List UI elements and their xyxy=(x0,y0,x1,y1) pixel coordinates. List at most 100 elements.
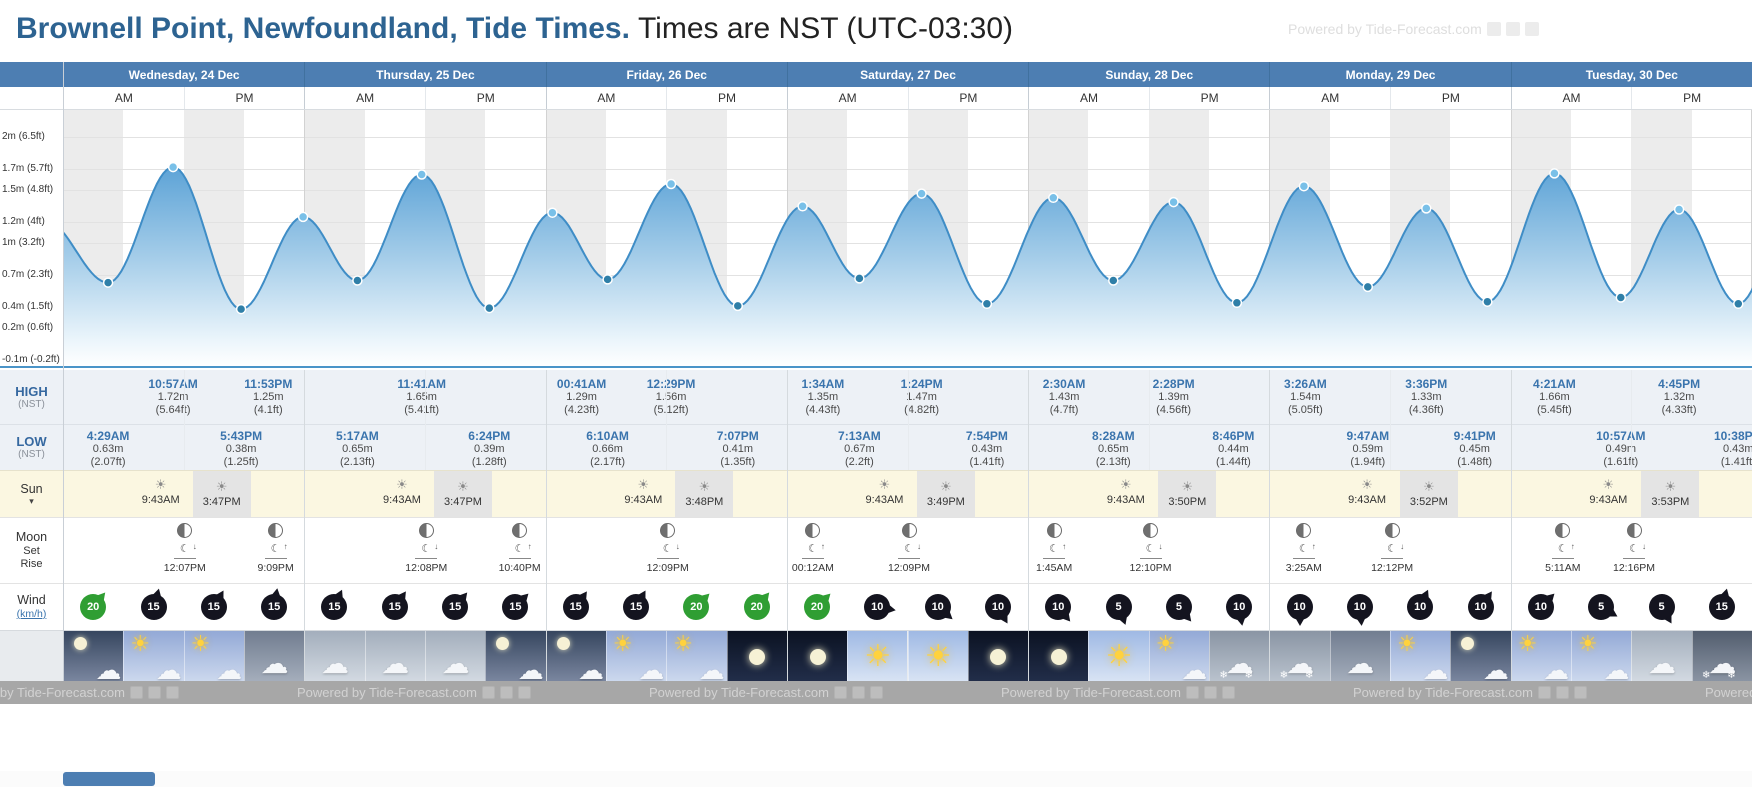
wind-speed: 10 xyxy=(1474,601,1487,613)
horizontal-scrollbar-thumb[interactable] xyxy=(63,772,155,786)
weather-tile-clear-night xyxy=(786,631,848,681)
moon-phase-icon xyxy=(901,523,917,538)
wind-speed: 15 xyxy=(629,601,643,613)
tide-height-ft: (4.82ft) xyxy=(904,404,940,416)
sunset-icon: ☀ xyxy=(1181,479,1194,494)
cloud-glyph: ☁ xyxy=(1648,648,1677,679)
tide-time: 8:46PM xyxy=(1212,429,1255,443)
axis-column-separator xyxy=(63,62,64,681)
cloud-glyph: ☁ xyxy=(1708,648,1737,679)
wind-badge: 15 xyxy=(502,594,529,620)
tide-height-m: 0.39m xyxy=(474,443,505,455)
tide-marker-low xyxy=(981,298,993,310)
weather-tile-sunny: ☀ xyxy=(847,631,908,681)
sunrise-time: 9:43AM xyxy=(1589,494,1628,506)
high-tide-entry: 11:41AM 1.65m (5.41ft) xyxy=(380,377,464,417)
ampm-label: AM xyxy=(304,87,425,109)
tide-time: 1:34AM xyxy=(801,377,845,391)
moon-time: 12:07PM xyxy=(163,562,206,574)
wind-speed: 10 xyxy=(1414,601,1427,613)
watermark-text: Powered by Tide-Forecast.com xyxy=(1705,685,1752,700)
moon-time: 10:40PM xyxy=(498,562,541,574)
watermark-icon xyxy=(851,686,865,699)
ampm-label: PM xyxy=(424,87,546,109)
day-header-cell: Wednesday, 24 Dec xyxy=(63,62,304,87)
wind-badge: 15 xyxy=(140,594,167,620)
moon-time: 5:11AM xyxy=(1545,562,1581,574)
sun-row-toggle[interactable]: ▾ xyxy=(29,496,34,506)
moonset-icon: ☾ ↓ xyxy=(415,542,439,559)
horizontal-scrollbar-track[interactable] xyxy=(0,771,1752,787)
wind-speed: 5 xyxy=(1115,601,1122,613)
low-tide-entry: 6:10AM 0.66m (2.17ft) xyxy=(566,429,650,469)
tide-marker-low xyxy=(102,277,114,288)
ampm-label: PM xyxy=(1390,87,1511,109)
crescent-glyph: ☾ xyxy=(1298,543,1309,555)
wind-speed: 10 xyxy=(1534,601,1548,613)
moon-phase-icon xyxy=(418,523,434,538)
wind-badge: 10 xyxy=(985,594,1011,620)
ampm-label: PM xyxy=(666,87,787,109)
weather-tile-sun-cloud: ☀ ☁ xyxy=(1148,631,1210,681)
crescent-glyph: ☾ xyxy=(1387,543,1398,555)
cloud-glyph: ☁ xyxy=(1603,655,1630,681)
cloud-glyph: ☁ xyxy=(155,655,182,681)
chart-day-separator xyxy=(1269,110,1271,366)
tide-marker-low xyxy=(484,302,495,314)
flakes-glyph: ❄ ❄ xyxy=(1702,670,1743,681)
moon-phase-icon xyxy=(268,523,284,538)
weather-tile-sun-cloud: ☀ ☁ xyxy=(1571,631,1632,681)
moonset-icon: ☾ ↓ xyxy=(1381,542,1404,559)
wind-badge: 5 xyxy=(1105,594,1132,620)
crescent-glyph: ☾ xyxy=(421,543,432,555)
cloud-glyph: ☁ xyxy=(95,655,122,681)
sunset-time: 3:53PM xyxy=(1651,496,1690,508)
watermark-icon xyxy=(1573,686,1587,699)
moon-time: 00:12AM xyxy=(791,562,834,574)
moon-rise-entry: ☾ ↑ 5:11AM xyxy=(1533,523,1593,574)
tide-height-m: 1.35m xyxy=(807,391,839,403)
moon-direction-arrow: ↓ xyxy=(434,542,439,551)
tide-height-m: 1.33m xyxy=(1411,391,1442,403)
wind-speed: 15 xyxy=(267,601,281,613)
ampm-label: AM xyxy=(545,87,667,109)
page-title: Brownell Point, Newfoundland, Tide Times… xyxy=(16,12,1013,46)
tide-time: 9:41PM xyxy=(1453,429,1496,443)
wind-speed: 20 xyxy=(750,601,763,613)
wind-speed: 10 xyxy=(871,601,884,613)
moon-row-label: Moon Set Rise xyxy=(15,530,48,570)
wind-badge: 15 xyxy=(321,594,348,620)
high-tide-entry: 2:28PM 1.39m (4.56ft) xyxy=(1132,377,1216,417)
flakes-glyph: ❄ ❄ xyxy=(1219,670,1261,681)
day-header-cell: Thursday, 25 Dec xyxy=(304,62,545,87)
tide-height-m: 1.39m xyxy=(1158,391,1189,403)
cloud-glyph: ☁ xyxy=(260,648,289,679)
cloud-glyph: ☁ xyxy=(1346,648,1375,679)
tide-height-m: 1.47m xyxy=(906,391,937,403)
moon-time: 12:16PM xyxy=(1612,562,1656,574)
wind-badge: 15 xyxy=(1708,594,1735,620)
tide-time: 4:21AM xyxy=(1533,377,1576,391)
wind-unit-link[interactable]: (km/h) xyxy=(16,608,47,620)
sunrise-time: 9:43AM xyxy=(1348,494,1387,506)
weather-tile-sun-cloud: ☀ ☁ xyxy=(666,631,727,681)
high-tide-entry: 3:36PM 1.33m (4.36ft) xyxy=(1384,377,1468,417)
sunrise-icon: ☀ xyxy=(1602,477,1615,492)
weather-forecast-row: ☁ ☀ ☁ ☀ ☁ ☁ ☁ ☁ ☁ ☁ ☁ ☀ ☁ ☀ ☁ ☀ ☀ ☀ ☀ ☁ ☁ ❄ ❄ ☁ ❄ ❄ ☁ ☀ ☁ ☁ ☀ ☁ ☀ ☁ ☁ ☁ ❄ … xyxy=(0,630,1752,681)
weather-tile-overcast: ☁ xyxy=(364,631,425,681)
wind-speed: 10 xyxy=(1233,601,1246,613)
cloud-glyph: ☁ xyxy=(1181,655,1208,681)
halfday-separator xyxy=(424,370,426,470)
moon-phase-icon xyxy=(1384,523,1400,538)
cloud-glyph: ☁ xyxy=(638,655,665,681)
moon-time: 12:09PM xyxy=(646,562,689,574)
flakes-glyph: ❄ ❄ xyxy=(1279,670,1321,681)
tide-height-m: 0.49m xyxy=(1605,443,1637,455)
tide-height-ft: (4.36ft) xyxy=(1408,404,1444,416)
low-tide-entry: 7:54PM 0.43m (1.41ft) xyxy=(945,429,1029,469)
moon-time: 12:08PM xyxy=(405,562,448,574)
wind-speed: 10 xyxy=(931,601,944,613)
wind-speed: 10 xyxy=(1353,601,1367,613)
sunrise-entry: ☀ 9:43AM xyxy=(383,478,421,507)
day-header-cell: Tuesday, 30 Dec xyxy=(1510,62,1752,87)
